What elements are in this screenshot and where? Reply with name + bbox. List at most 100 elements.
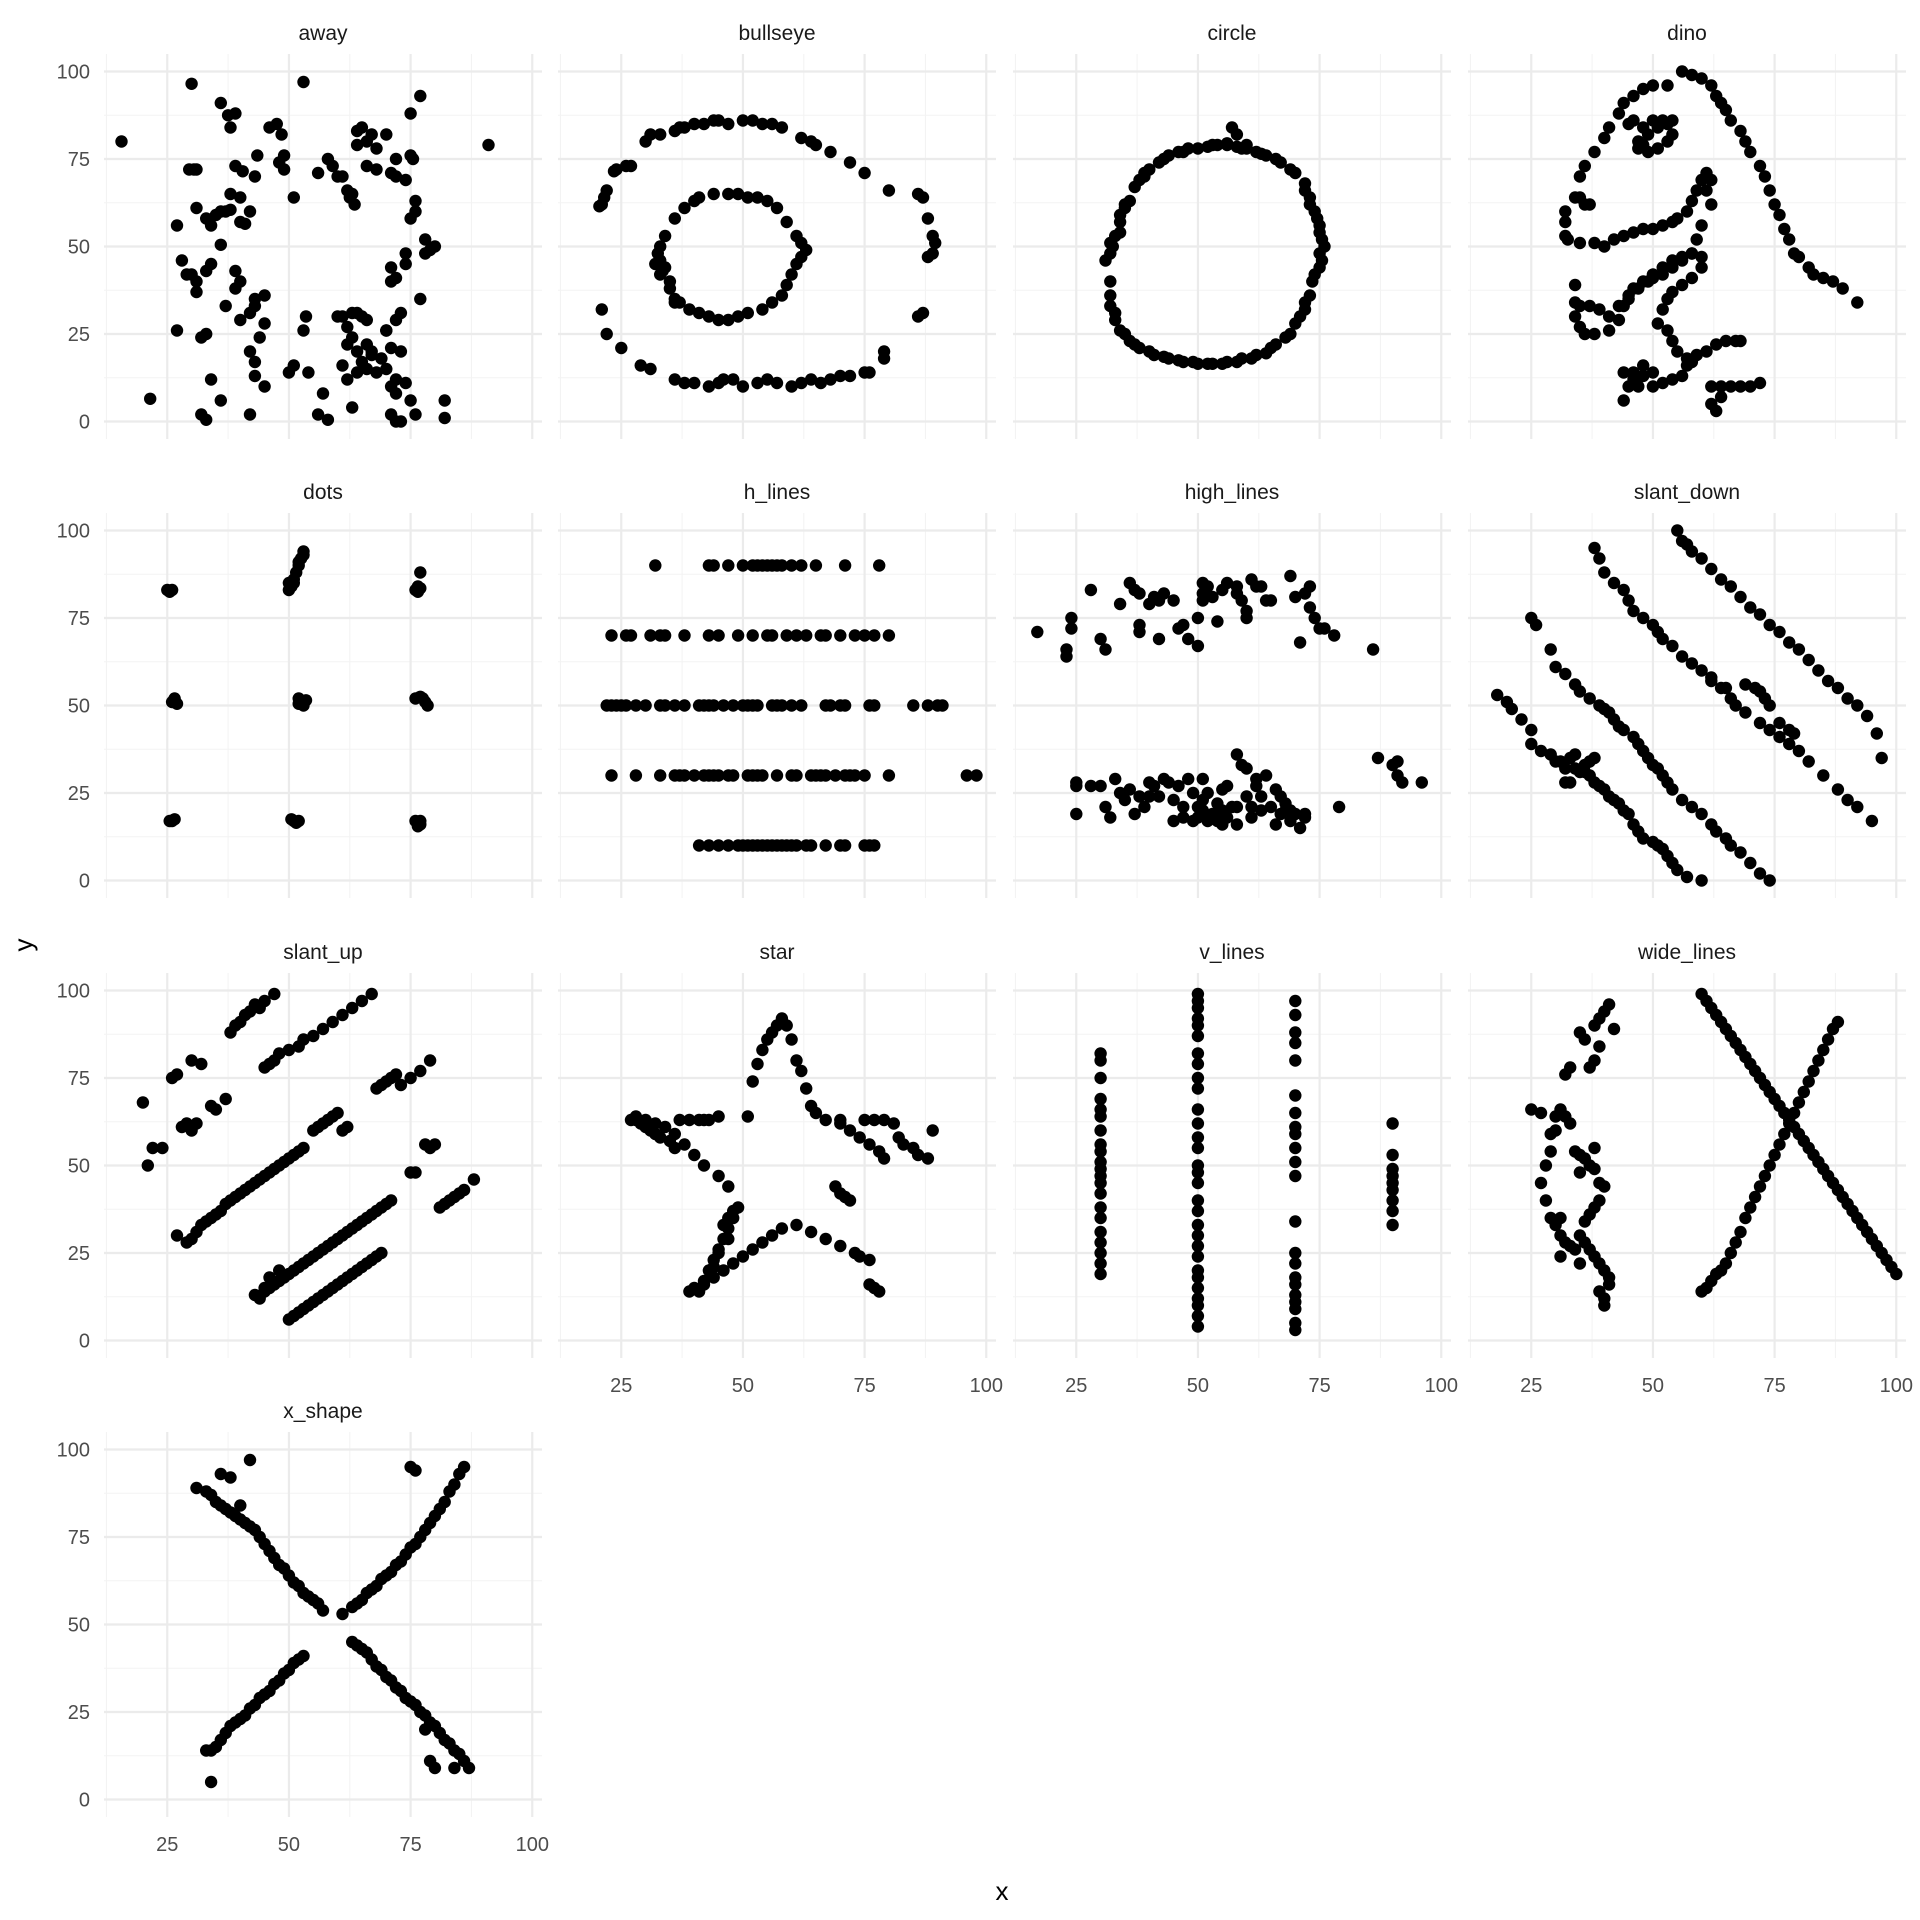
panel-bullseye: bullseye <box>558 22 996 439</box>
data-point <box>712 1247 724 1259</box>
data-point <box>1666 128 1678 140</box>
data-point <box>1574 1257 1586 1269</box>
data-point <box>278 163 290 175</box>
data-point <box>1515 713 1527 725</box>
data-point <box>419 247 431 259</box>
data-point <box>414 818 426 830</box>
data-point <box>297 1650 309 1662</box>
data-point <box>1158 153 1170 165</box>
y-tick-label: 50 <box>68 237 90 259</box>
data-point <box>404 107 416 119</box>
data-point <box>142 1159 154 1171</box>
data-point <box>468 1173 480 1185</box>
data-point <box>1231 356 1243 368</box>
data-point <box>810 559 822 571</box>
data-point <box>751 699 763 711</box>
data-point <box>1211 615 1223 627</box>
data-point <box>1691 233 1703 245</box>
data-point <box>751 377 763 389</box>
data-point <box>370 142 382 154</box>
data-point <box>1705 563 1717 575</box>
data-point <box>781 1019 793 1031</box>
data-point <box>424 1054 436 1066</box>
data-point <box>1133 587 1145 599</box>
data-point <box>693 191 705 203</box>
data-point <box>1289 995 1301 1007</box>
data-point <box>1313 226 1325 238</box>
data-point <box>970 769 982 781</box>
data-point <box>1289 1170 1301 1182</box>
data-point <box>164 586 176 598</box>
data-point <box>1793 251 1805 263</box>
data-point <box>482 139 494 151</box>
x-tick-label: 50 <box>1642 1375 1664 1397</box>
data-point <box>1129 181 1141 193</box>
data-point <box>1744 146 1756 158</box>
data-point <box>331 310 343 322</box>
data-point <box>380 128 392 140</box>
data-point <box>390 314 402 326</box>
data-point <box>747 1075 759 1087</box>
data-point <box>1686 356 1698 368</box>
y-tick-label: 0 <box>79 412 90 434</box>
data-point <box>400 174 412 186</box>
data-point <box>1367 643 1379 655</box>
data-point <box>409 1166 421 1178</box>
data-point <box>1270 153 1282 165</box>
y-tick-label: 50 <box>68 1156 90 1178</box>
data-point <box>1593 1040 1605 1052</box>
data-point <box>727 1205 739 1217</box>
data-point <box>205 373 217 385</box>
data-point <box>1764 874 1776 886</box>
data-point <box>115 135 127 147</box>
data-point <box>1284 163 1296 175</box>
data-point <box>669 296 681 308</box>
data-point <box>1070 808 1082 820</box>
data-point <box>200 414 212 426</box>
data-point <box>873 559 885 571</box>
data-point <box>1265 594 1277 606</box>
data-point <box>712 1110 724 1122</box>
data-point <box>249 370 261 382</box>
data-point <box>229 282 241 294</box>
data-point <box>168 694 180 706</box>
data-point <box>654 128 666 140</box>
data-point <box>766 629 778 641</box>
data-point <box>237 165 249 177</box>
data-point <box>751 1058 763 1070</box>
data-point <box>297 324 309 336</box>
data-point <box>1391 755 1403 767</box>
data-point <box>800 1082 812 1094</box>
data-point <box>883 629 895 641</box>
data-point <box>605 629 617 641</box>
data-point <box>1104 811 1116 823</box>
data-point <box>1569 1243 1581 1255</box>
data-point <box>1545 1145 1557 1157</box>
data-point <box>1396 776 1408 788</box>
x-tick-label: 50 <box>1187 1375 1209 1397</box>
data-point <box>922 1152 934 1164</box>
data-point <box>785 1033 797 1045</box>
data-point <box>283 577 295 589</box>
data-point <box>385 1194 397 1206</box>
data-point <box>448 1762 460 1774</box>
data-point <box>1540 1159 1552 1171</box>
data-point <box>1613 300 1625 312</box>
data-point <box>1177 619 1189 631</box>
data-point <box>419 1723 431 1735</box>
data-point <box>390 415 402 427</box>
data-point <box>458 1184 470 1196</box>
data-point <box>1104 275 1116 287</box>
data-point <box>1289 1142 1301 1154</box>
y-tick-label: 25 <box>68 783 90 805</box>
y-tick-label: 25 <box>68 1243 90 1265</box>
panel-star: star25 50 75 100 <box>558 941 1003 1397</box>
data-point <box>820 629 832 641</box>
data-point <box>1666 640 1678 652</box>
data-point <box>1129 338 1141 350</box>
data-point <box>458 1461 470 1473</box>
panel-title: dots <box>303 481 343 504</box>
data-point <box>1851 296 1863 308</box>
data-point <box>1734 846 1746 858</box>
